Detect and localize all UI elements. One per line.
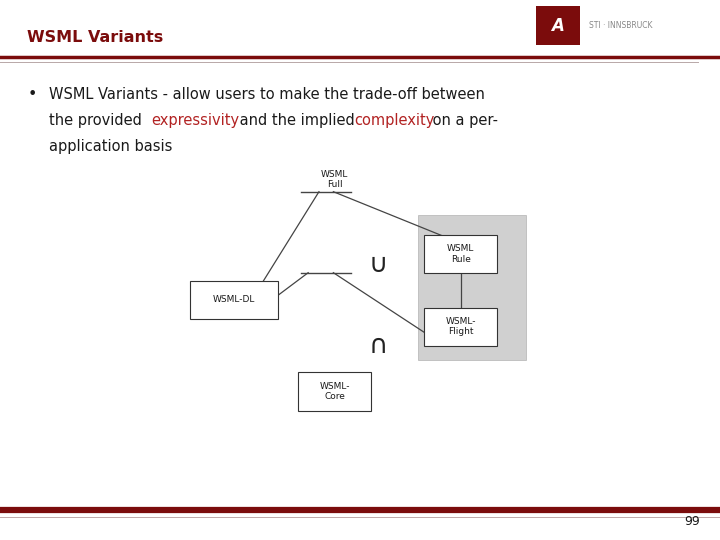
Text: complexity: complexity	[354, 113, 434, 129]
Text: WSML Variants: WSML Variants	[27, 30, 163, 45]
Text: A: A	[552, 17, 564, 35]
Text: WSML Variants - allow users to make the trade-off between: WSML Variants - allow users to make the …	[49, 87, 485, 103]
Text: WSML
Rule: WSML Rule	[447, 244, 474, 264]
FancyBboxPatch shape	[536, 6, 580, 45]
FancyBboxPatch shape	[299, 373, 372, 410]
Text: the provided: the provided	[49, 113, 146, 129]
Text: and the implied: and the implied	[235, 113, 359, 129]
Text: ∩: ∩	[369, 333, 387, 359]
FancyBboxPatch shape	[425, 234, 498, 273]
Text: WSML-
Core: WSML- Core	[320, 382, 350, 401]
FancyBboxPatch shape	[425, 307, 498, 346]
Text: expressivity: expressivity	[151, 113, 239, 129]
Text: STI · INNSBRUCK: STI · INNSBRUCK	[589, 22, 652, 30]
Text: ∪: ∪	[369, 252, 387, 278]
FancyBboxPatch shape	[418, 215, 526, 360]
Text: application basis: application basis	[49, 139, 172, 154]
Text: •: •	[27, 87, 37, 103]
Text: on a per-: on a per-	[428, 113, 498, 129]
FancyBboxPatch shape	[190, 281, 278, 319]
Text: WSML-
Flight: WSML- Flight	[446, 317, 476, 336]
Text: WSML-DL: WSML-DL	[213, 295, 255, 304]
Text: 99: 99	[684, 515, 700, 528]
Text: WSML
Full: WSML Full	[321, 170, 348, 189]
